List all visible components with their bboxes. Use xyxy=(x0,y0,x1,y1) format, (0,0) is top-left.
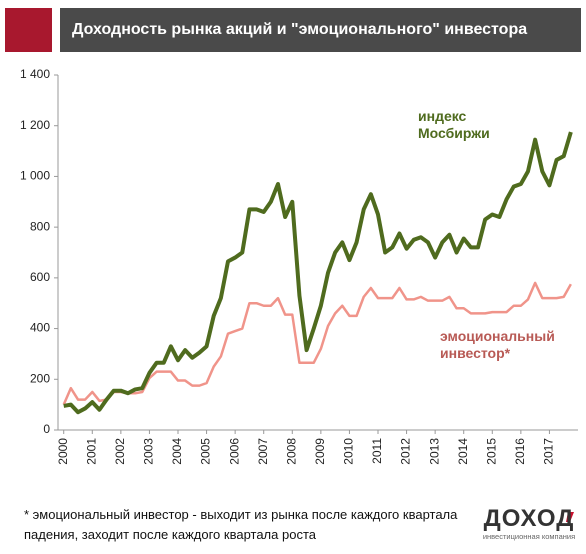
y-tick-label: 200 xyxy=(30,371,50,385)
x-tick-label: 2009 xyxy=(313,438,327,465)
x-tick-label: 2004 xyxy=(170,438,184,465)
series-line xyxy=(63,131,573,415)
chart-title: Доходность рынка акций и "эмоционального… xyxy=(72,21,528,38)
y-tick-label: 0 xyxy=(43,422,50,436)
x-tick-label: 2005 xyxy=(199,438,213,465)
series-label: индекс Мосбиржи xyxy=(418,108,490,141)
x-tick-label: 2011 xyxy=(370,438,384,464)
logo-accent xyxy=(566,512,574,522)
y-tick-label: 800 xyxy=(30,219,50,233)
y-tick-label: 1 200 xyxy=(20,118,50,132)
x-tick-label: 2001 xyxy=(84,438,98,465)
y-tick-label: 400 xyxy=(30,321,50,335)
x-tick-label: 2015 xyxy=(484,438,498,465)
logo: ДОХОД инвестиционная компания xyxy=(474,506,584,542)
header-square xyxy=(5,8,52,52)
x-tick-label: 2002 xyxy=(113,438,127,465)
x-tick-label: 2010 xyxy=(342,438,356,465)
logo-name: ДОХОД xyxy=(483,505,575,532)
x-tick-label: 2000 xyxy=(56,438,70,465)
series-line xyxy=(62,281,572,406)
x-tick-label: 2012 xyxy=(399,438,413,465)
x-tick-label: 2007 xyxy=(256,438,270,465)
y-tick-label: 1 000 xyxy=(20,169,50,183)
x-tick-label: 2003 xyxy=(142,438,156,465)
y-tick-label: 1 400 xyxy=(20,67,50,81)
header-banner xyxy=(60,8,581,52)
x-tick-label: 2008 xyxy=(284,438,298,465)
x-tick-label: 2017 xyxy=(542,438,556,465)
x-tick-label: 2006 xyxy=(227,438,241,465)
series-label: эмоциональный инвестор* xyxy=(440,328,555,361)
footnote: * эмоциональный инвестор - выходит из ры… xyxy=(24,507,458,542)
logo-subtitle: инвестиционная компания xyxy=(482,532,576,541)
x-tick-label: 2013 xyxy=(427,438,441,465)
y-tick-label: 600 xyxy=(30,270,50,284)
x-tick-label: 2016 xyxy=(513,438,527,465)
x-tick-label: 2014 xyxy=(456,438,470,465)
